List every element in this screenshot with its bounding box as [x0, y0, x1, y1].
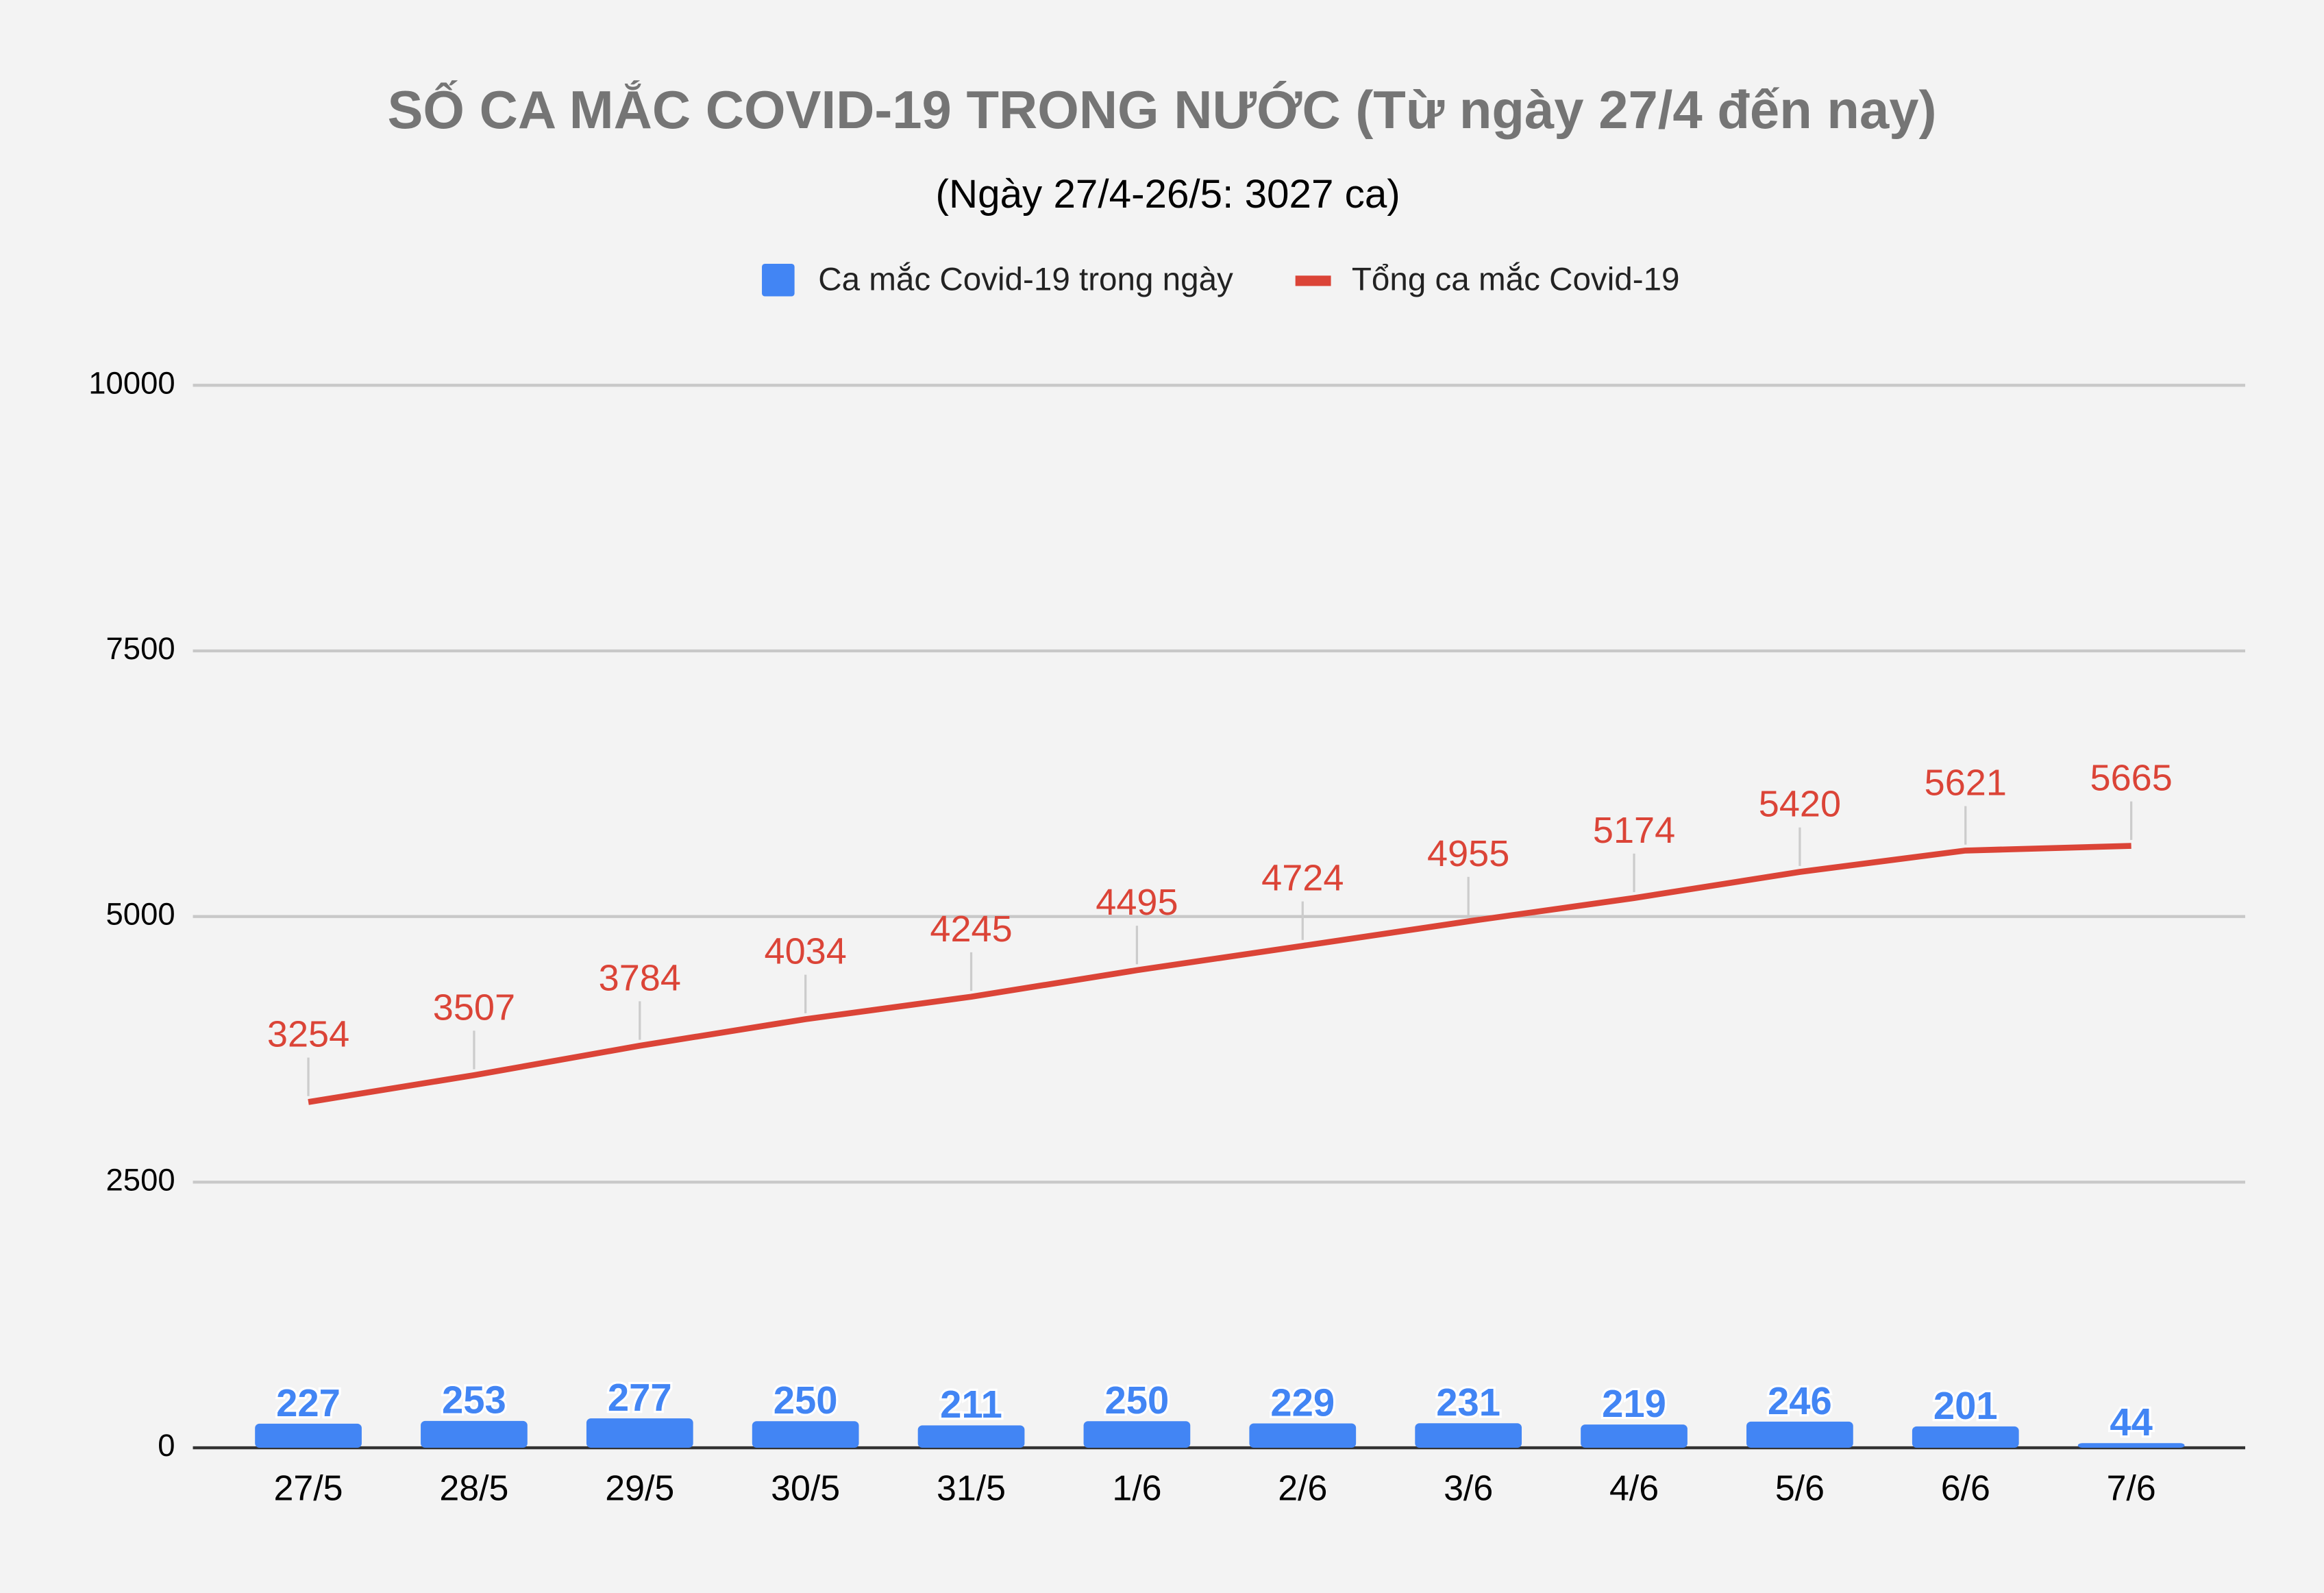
bar [1415, 1423, 1522, 1448]
bar [1581, 1424, 1688, 1448]
y-tick-label: 7500 [106, 631, 175, 666]
x-tick-label: 3/6 [1444, 1468, 1493, 1507]
data-label: 4034 [765, 931, 847, 972]
data-label: 3784 [599, 957, 681, 998]
bar [1912, 1426, 2019, 1448]
data-label: 44 [2110, 1400, 2153, 1444]
data-label: 219 [1602, 1382, 1666, 1425]
data-label: 250 [774, 1379, 838, 1422]
chart-subtitle: (Ngày 27/4-26/5: 3027 ca) [936, 172, 1400, 217]
x-tick-label: 6/6 [1941, 1468, 1990, 1507]
bar [586, 1418, 693, 1448]
legend-label: Ca mắc Covid-19 trong ngày [818, 260, 1233, 297]
data-label: 5420 [1759, 784, 1841, 825]
data-label: 5621 [1925, 763, 2007, 804]
data-label: 3254 [267, 1014, 349, 1055]
data-label: 227 [276, 1381, 341, 1424]
data-label: 277 [608, 1376, 672, 1419]
data-label: 201 [1933, 1384, 1998, 1427]
data-label: 5665 [2090, 758, 2173, 799]
x-tick-label: 28/5 [439, 1468, 508, 1507]
bar [752, 1421, 859, 1448]
bar [1249, 1423, 1357, 1448]
legend-label: Tổng ca mắc Covid-19 [1352, 260, 1680, 297]
data-label: 3507 [433, 987, 515, 1028]
x-tick-label: 4/6 [1609, 1468, 1659, 1507]
x-tick-label: 2/6 [1278, 1468, 1327, 1507]
y-tick-label: 5000 [106, 897, 175, 932]
y-tick-label: 0 [158, 1428, 175, 1463]
data-label: 246 [1768, 1379, 1832, 1422]
bar [421, 1420, 528, 1448]
x-tick-label: 29/5 [605, 1468, 674, 1507]
legend-swatch [762, 263, 795, 297]
data-label: 229 [1270, 1381, 1335, 1424]
bar [255, 1423, 362, 1448]
x-tick-label: 7/6 [2107, 1468, 2156, 1507]
x-tick-label: 27/5 [274, 1468, 343, 1507]
legend-swatch [1295, 275, 1331, 286]
y-tick-label: 2500 [106, 1162, 175, 1197]
y-tick-label: 10000 [88, 365, 175, 400]
x-tick-label: 1/6 [1112, 1468, 1161, 1507]
x-tick-label: 5/6 [1775, 1468, 1825, 1507]
bar [1083, 1421, 1191, 1448]
bar [1746, 1421, 1853, 1448]
data-label: 4495 [1096, 882, 1178, 923]
data-label: 5174 [1593, 810, 1675, 851]
data-label: 253 [442, 1379, 506, 1422]
data-label: 250 [1105, 1379, 1170, 1422]
bar [2077, 1443, 2185, 1448]
x-tick-label: 30/5 [771, 1468, 840, 1507]
data-label: 211 [940, 1383, 1002, 1426]
chart-title: SỐ CA MẮC COVID-19 TRONG NƯỚC (Từ ngày 2… [387, 80, 1936, 140]
data-label: 231 [1436, 1381, 1500, 1424]
data-label: 4724 [1261, 858, 1344, 899]
line [308, 843, 2131, 1105]
x-tick-label: 31/5 [937, 1468, 1006, 1507]
data-label: 4245 [930, 909, 1012, 950]
data-label: 4955 [1427, 833, 1509, 874]
bar [917, 1425, 1025, 1448]
